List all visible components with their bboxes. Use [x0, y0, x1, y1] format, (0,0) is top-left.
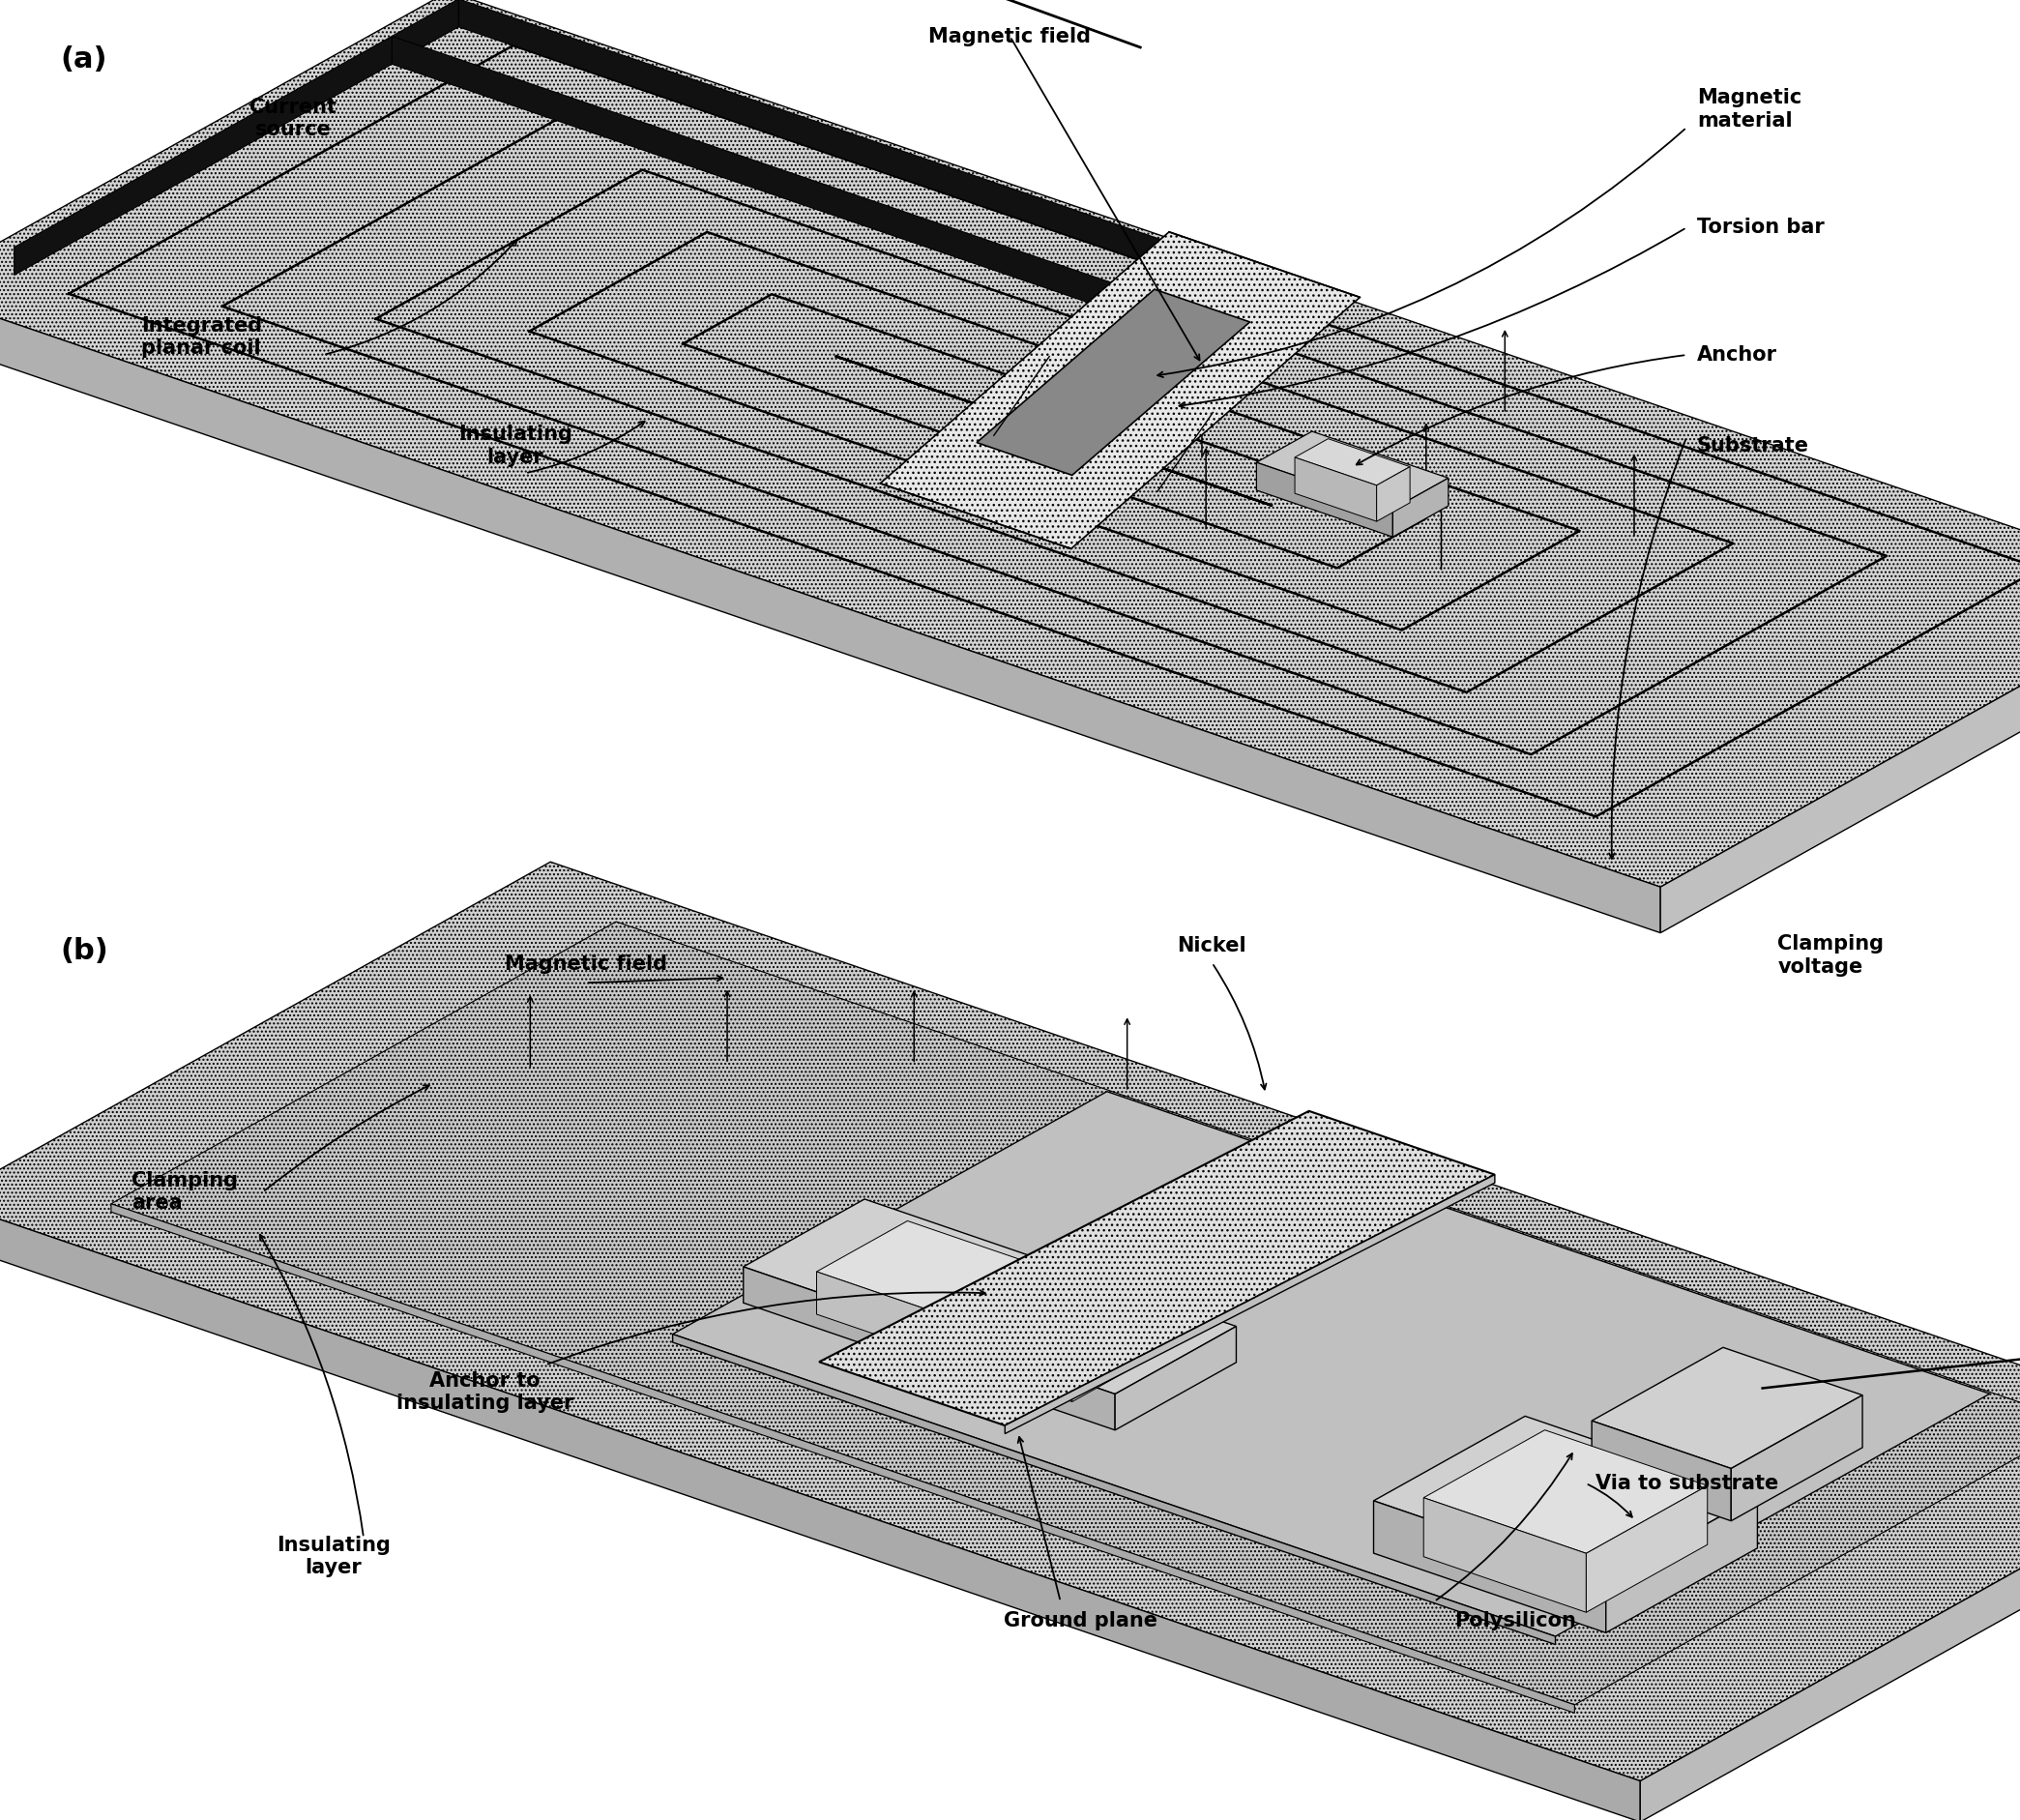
Polygon shape: [1378, 466, 1410, 521]
Text: Insulating
layer: Insulating layer: [459, 426, 572, 466]
Text: Current
source: Current source: [248, 98, 337, 138]
Text: Substrate: Substrate: [1697, 437, 1810, 455]
Polygon shape: [1256, 431, 1448, 510]
Polygon shape: [1640, 1443, 2020, 1820]
Text: Magnetic
material: Magnetic material: [1697, 89, 1802, 129]
Polygon shape: [459, 0, 1277, 308]
Text: Clamping
area: Clamping area: [131, 1172, 238, 1212]
Polygon shape: [1424, 1431, 1707, 1552]
Polygon shape: [1606, 1496, 1757, 1633]
Polygon shape: [111, 1203, 1576, 1713]
Text: Insulating
layer: Insulating layer: [277, 1536, 390, 1576]
Polygon shape: [816, 1221, 1164, 1360]
Polygon shape: [1115, 1327, 1236, 1431]
Text: Anchor: Anchor: [1697, 346, 1778, 364]
Text: Clamping
voltage: Clamping voltage: [1778, 935, 1885, 976]
Polygon shape: [1295, 439, 1410, 486]
Polygon shape: [820, 1110, 1495, 1425]
Polygon shape: [0, 0, 2020, 886]
Polygon shape: [1073, 1309, 1164, 1401]
Polygon shape: [1586, 1485, 1707, 1613]
Polygon shape: [1374, 1416, 1757, 1580]
Polygon shape: [743, 1267, 1115, 1431]
Polygon shape: [743, 1199, 1236, 1394]
Polygon shape: [881, 231, 1359, 548]
Text: Anchor to
insulating layer: Anchor to insulating layer: [396, 1372, 574, 1412]
Polygon shape: [0, 1201, 1640, 1820]
Text: Polysilicon: Polysilicon: [1454, 1611, 1576, 1631]
Text: Magnetic field: Magnetic field: [505, 954, 667, 974]
Text: Magnetic field: Magnetic field: [929, 27, 1091, 47]
Polygon shape: [1394, 479, 1448, 537]
Text: (a): (a): [61, 46, 107, 73]
Text: Torsion bar: Torsion bar: [1697, 218, 1824, 237]
Polygon shape: [1731, 1396, 1862, 1522]
Polygon shape: [1424, 1498, 1586, 1613]
Text: Via to substrate: Via to substrate: [1596, 1474, 1780, 1492]
Polygon shape: [673, 1334, 1555, 1645]
Text: Integrated
planar coil: Integrated planar coil: [141, 317, 263, 357]
Text: (b): (b): [61, 937, 109, 965]
Polygon shape: [0, 863, 2020, 1782]
Polygon shape: [1592, 1421, 1731, 1522]
Polygon shape: [0, 289, 1660, 934]
Polygon shape: [14, 0, 459, 275]
Polygon shape: [1004, 1174, 1495, 1434]
Polygon shape: [1374, 1502, 1606, 1633]
Text: Ground plane: Ground plane: [1004, 1611, 1157, 1631]
Polygon shape: [392, 36, 1127, 317]
Polygon shape: [1256, 462, 1394, 537]
Polygon shape: [111, 921, 2020, 1705]
Text: Nickel: Nickel: [1178, 935, 1246, 956]
Polygon shape: [1592, 1347, 1862, 1469]
Polygon shape: [1295, 457, 1378, 521]
Polygon shape: [978, 289, 1250, 475]
Polygon shape: [673, 1092, 1990, 1636]
Polygon shape: [816, 1272, 1073, 1401]
Polygon shape: [1660, 590, 2020, 934]
